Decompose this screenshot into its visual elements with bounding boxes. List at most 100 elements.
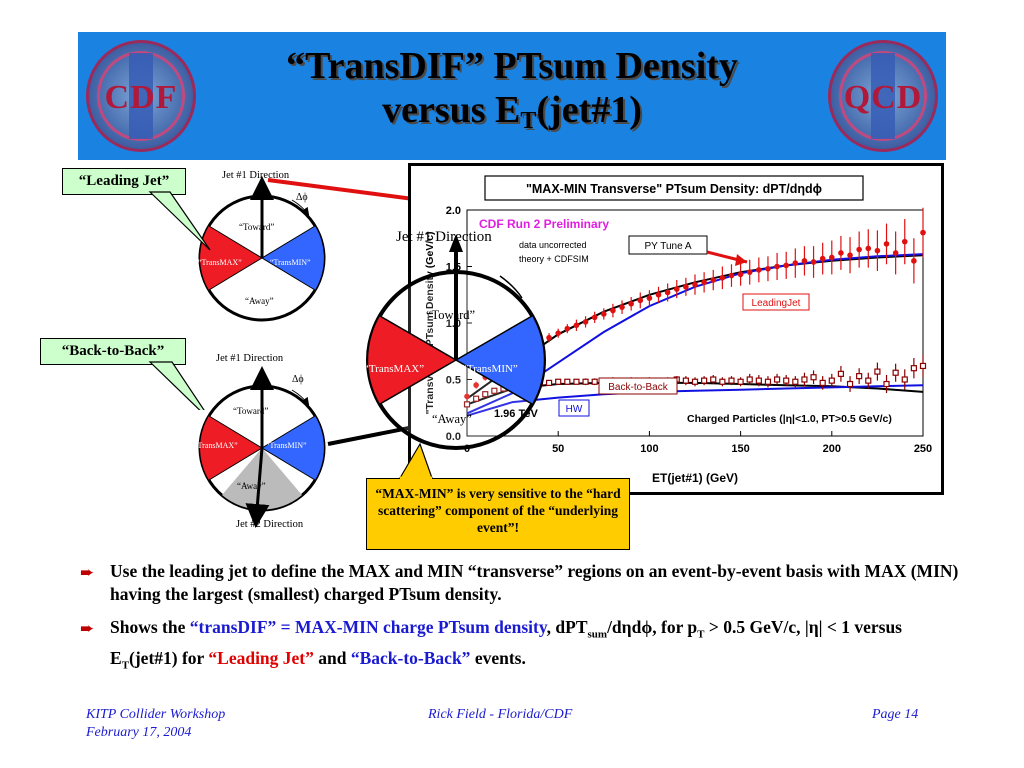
back-to-back-diagram xyxy=(198,366,326,528)
transmin-label: “TransMIN” xyxy=(270,258,311,267)
logo-bar xyxy=(871,53,895,139)
b2b-point xyxy=(463,401,471,408)
b2b-point xyxy=(892,369,899,376)
jet1-direction-label: Jet #1 Direction xyxy=(222,170,290,181)
b2b-point xyxy=(555,378,562,385)
b2b-point xyxy=(819,379,826,386)
overlay-toward-label: “Toward” xyxy=(426,308,476,322)
b2b-point xyxy=(865,377,872,384)
x-tick-label: 100 xyxy=(640,443,658,455)
leading-point xyxy=(655,291,662,298)
leadingjet-box xyxy=(742,293,810,311)
b2b-point xyxy=(591,378,598,385)
overlay-away-label: “Away” xyxy=(432,412,472,426)
b2b-point xyxy=(810,374,817,381)
callout-pointers xyxy=(148,191,211,410)
title-line2: versus ET(jet#1) xyxy=(382,89,642,134)
logo-bar xyxy=(129,53,153,139)
bullet-item: ➨ Use the leading jet to define the MAX … xyxy=(80,561,959,604)
max-min-callout: “MAX-MIN” is very sensitive to the “hard… xyxy=(366,478,630,550)
leading-point xyxy=(810,259,817,265)
leading-point xyxy=(792,260,799,266)
leading-point xyxy=(646,295,653,301)
transmax-label: “TransMAX” xyxy=(198,258,242,267)
charged-label: Charged Particles (|η|<1.0, PT>0.5 GeV/c… xyxy=(687,413,892,425)
leading-jet-callout: “Leading Jet” xyxy=(62,168,186,195)
b2b-point xyxy=(773,376,781,383)
jet2-direction-label: Jet #2 Direction xyxy=(236,519,304,530)
b2b-point xyxy=(755,377,762,384)
b2b-point xyxy=(573,378,580,385)
leading-point xyxy=(838,250,844,256)
footer-left: KITP Collider Workshop February 17, 2004 xyxy=(86,707,226,740)
jet1-direction-label: Jet #1 Direction xyxy=(216,353,284,364)
leading-point xyxy=(801,258,808,264)
leading-point xyxy=(582,319,589,325)
logo-ring xyxy=(97,51,185,141)
leading-point xyxy=(710,277,717,283)
overlay-jet1-label: Jet #1 Direction xyxy=(396,229,492,245)
transmax-region xyxy=(200,226,262,290)
x-tick-label: 150 xyxy=(731,443,749,455)
leading-point xyxy=(829,254,835,261)
x-tick-label: 250 xyxy=(914,443,932,455)
title-line1: “TransDIF” PTsum Density xyxy=(286,45,738,87)
leading-point xyxy=(473,382,479,388)
py-tune-arrowhead xyxy=(735,254,747,266)
py-tune-label: PY Tune A xyxy=(644,241,691,252)
leading-point xyxy=(637,297,644,304)
away-label: “Away” xyxy=(237,481,266,491)
leading-point xyxy=(464,393,470,400)
title-banner xyxy=(78,32,946,160)
dphi-label: Δϕ xyxy=(292,374,304,385)
b2b-point xyxy=(545,379,553,386)
leading-point xyxy=(701,279,707,286)
leading-point xyxy=(683,284,689,290)
b2b-point xyxy=(737,378,744,385)
transmax-region xyxy=(200,416,262,480)
toward-label: “Toward” xyxy=(233,406,269,416)
logo-ring xyxy=(839,51,927,141)
leading-point xyxy=(719,275,726,281)
back-to-back-callout: “Back-to-Back” xyxy=(40,338,186,365)
b2b-point xyxy=(856,373,863,380)
page-title: “TransDIF” PTsum Density versus ET(jet#1… xyxy=(190,44,834,143)
preliminary-label: CDF Run 2 Preliminary xyxy=(479,217,609,231)
leading-point xyxy=(601,311,607,317)
logo-text: CDF xyxy=(104,79,178,116)
leading-point xyxy=(847,252,853,258)
transmin-label: “TransMIN” xyxy=(266,441,307,450)
hw-box xyxy=(558,399,590,417)
y-tick-label: 2.0 xyxy=(446,205,461,217)
leading-point xyxy=(692,281,698,288)
note-label: data uncorrected xyxy=(519,240,587,250)
transmax-label: “TransMAX” xyxy=(194,441,238,450)
cdf-logo: CDF xyxy=(86,40,196,152)
b2b-point xyxy=(919,362,927,370)
leadingjet-label: LeadingJet xyxy=(752,298,801,309)
arrow-icon: ➨ xyxy=(80,563,95,583)
leading-point xyxy=(728,272,735,279)
yellow-pointer xyxy=(398,442,433,480)
leading-point xyxy=(783,262,789,269)
hw-label: HW xyxy=(566,404,583,415)
leading-point xyxy=(591,314,598,321)
y-tick-label: 0.0 xyxy=(446,431,461,443)
qcd-logo: QCD xyxy=(828,40,938,152)
b2b-point xyxy=(801,376,808,383)
b2b-point xyxy=(564,378,571,385)
leading-point xyxy=(564,325,571,332)
bullet-item: ➨ Shows the “transDIF” = MAX-MIN charge … xyxy=(80,617,902,671)
x-tick-label: 200 xyxy=(823,443,841,455)
b2b-point xyxy=(783,377,790,384)
b2b-point xyxy=(846,380,854,388)
leading-point xyxy=(673,286,680,292)
leading-point xyxy=(920,229,926,236)
leading-point xyxy=(610,307,616,314)
b2b-point xyxy=(883,380,890,388)
b2b-point xyxy=(719,378,726,385)
logo-text: QCD xyxy=(843,79,923,116)
leading-point xyxy=(573,322,580,329)
b2b-label: Back-to-Back xyxy=(608,382,668,393)
away-region xyxy=(222,448,302,510)
